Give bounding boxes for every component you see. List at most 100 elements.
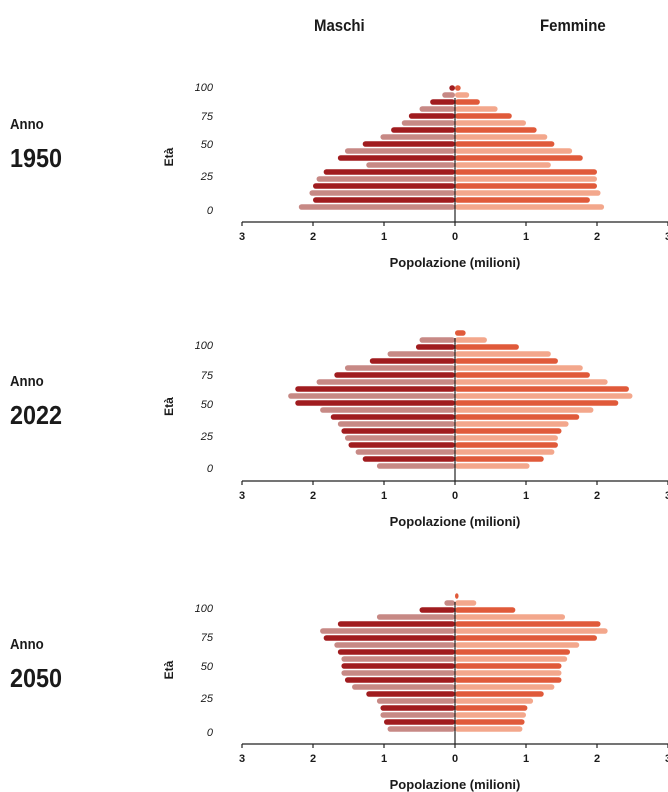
male-bar-1950-6: [366, 162, 455, 168]
x-tick-label-1950-5: 2: [594, 231, 600, 243]
x-axis-label-2022: Popolazione (milioni): [390, 514, 521, 529]
x-tick-label-2022-4: 1: [523, 490, 529, 502]
male-bar-1950-8: [344, 148, 455, 154]
x-tick-label-1950-6: 3: [665, 231, 668, 243]
x-tick-label-2022-1: 2: [310, 490, 316, 502]
male-bar-2022-0: [376, 463, 455, 469]
male-bar-2022-14: [344, 365, 455, 371]
female-bar-1950-1: [455, 197, 590, 203]
female-bar-2022-10: [455, 393, 633, 399]
female-bar-2050-11: [455, 649, 571, 655]
female-bar-2050-10: [455, 656, 568, 662]
year-label-prefix-2050: Anno: [10, 636, 44, 653]
female-bar-1950-3: [455, 183, 597, 189]
male-bar-2022-11: [295, 386, 455, 392]
header-male: Maschi: [314, 16, 365, 35]
y-axis-label-2022: Età: [162, 397, 176, 416]
male-bar-1950-16: [442, 92, 455, 98]
male-bar-1950-17: [449, 85, 455, 91]
female-bar-2022-12: [455, 379, 608, 385]
x-tick-label-2022-0: 3: [239, 490, 245, 502]
male-bar-2050-18: [444, 600, 455, 606]
female-bar-2022-0: [455, 463, 530, 469]
female-bar-1950-4: [455, 176, 597, 182]
male-bar-2050-16: [376, 614, 455, 620]
x-tick-label-2050-3: 0: [452, 753, 458, 765]
age-tick-label-1950-2: 50: [201, 139, 214, 151]
male-bar-2050-11: [337, 649, 455, 655]
male-bar-2022-10: [288, 393, 455, 399]
female-bar-2022-6: [455, 421, 569, 427]
male-bar-1950-7: [337, 155, 455, 161]
x-axis-label-2050: Popolazione (milioni): [390, 777, 521, 792]
male-bar-1950-14: [419, 106, 455, 112]
female-bar-2050-15: [455, 621, 601, 627]
age-tick-label-1950-1: 25: [200, 171, 214, 183]
male-bar-2022-4: [344, 435, 455, 441]
male-bar-2022-3: [348, 442, 455, 448]
female-bar-2050-8: [455, 670, 562, 676]
female-bar-1950-13: [455, 113, 512, 119]
x-tick-label-2050-5: 2: [594, 753, 600, 765]
female-bar-2050-2: [455, 712, 526, 718]
age-tick-label-2050-1: 25: [200, 693, 214, 705]
male-bar-2050-15: [337, 621, 455, 627]
female-bar-1950-16: [455, 92, 470, 98]
female-bar-2022-19: [455, 330, 466, 336]
age-tick-label-2022-1: 25: [200, 431, 214, 443]
female-bar-2050-9: [455, 663, 562, 669]
male-bar-1950-15: [430, 99, 455, 105]
year-label-1950: 1950: [10, 143, 63, 173]
female-bar-1950-8: [455, 148, 573, 154]
x-tick-label-2050-2: 1: [381, 753, 387, 765]
female-bar-2022-13: [455, 372, 590, 378]
male-bar-1950-9: [362, 141, 455, 147]
male-bar-2050-14: [320, 628, 455, 634]
female-bar-2022-8: [455, 407, 594, 413]
male-bar-1950-1: [313, 197, 455, 203]
female-bar-2050-5: [455, 691, 544, 697]
male-bar-2050-0: [387, 726, 455, 732]
male-bar-1950-12: [401, 120, 455, 126]
age-tick-label-2022-3: 75: [201, 370, 214, 382]
x-axis-label-1950: Popolazione (milioni): [390, 255, 521, 270]
age-tick-label-2050-0: 0: [207, 727, 214, 739]
x-tick-label-2022-3: 0: [452, 490, 458, 502]
male-bar-2050-1: [384, 719, 455, 725]
male-bar-2022-6: [337, 421, 455, 427]
age-tick-label-2022-4: 100: [195, 340, 214, 352]
female-bar-2022-9: [455, 400, 619, 406]
female-bar-2022-4: [455, 435, 558, 441]
x-tick-label-2050-1: 2: [310, 753, 316, 765]
female-bar-2050-0: [455, 726, 523, 732]
male-bar-2050-4: [376, 698, 455, 704]
female-bar-2050-1: [455, 719, 525, 725]
y-axis-label-2050: Età: [162, 660, 176, 679]
age-tick-label-1950-4: 100: [195, 82, 214, 94]
male-bar-2022-16: [387, 351, 455, 357]
male-bar-1950-3: [313, 183, 455, 189]
female-bar-2022-14: [455, 365, 583, 371]
x-tick-label-2050-6: 3: [665, 753, 668, 765]
year-label-prefix-1950: Anno: [10, 116, 44, 133]
male-bar-2050-17: [419, 607, 455, 613]
female-bar-1950-2: [455, 190, 601, 196]
male-bar-1950-2: [309, 190, 455, 196]
male-bar-2022-18: [419, 337, 455, 343]
male-bar-2022-13: [334, 372, 455, 378]
female-bar-2022-15: [455, 358, 558, 364]
male-bar-2050-2: [380, 712, 455, 718]
male-bar-2050-12: [334, 642, 455, 648]
age-tick-label-2050-4: 100: [195, 603, 214, 615]
female-bar-2050-14: [455, 628, 608, 634]
age-tick-label-2050-2: 50: [201, 661, 214, 673]
male-bar-2022-17: [415, 344, 455, 350]
male-bar-2050-8: [341, 670, 455, 676]
male-bar-2022-2: [355, 449, 455, 455]
x-tick-label-1950-4: 1: [523, 231, 529, 243]
female-bar-2050-17: [455, 607, 516, 613]
x-tick-label-2050-4: 1: [523, 753, 529, 765]
x-tick-label-2022-6: 3: [665, 490, 668, 502]
female-bar-2022-16: [455, 351, 551, 357]
